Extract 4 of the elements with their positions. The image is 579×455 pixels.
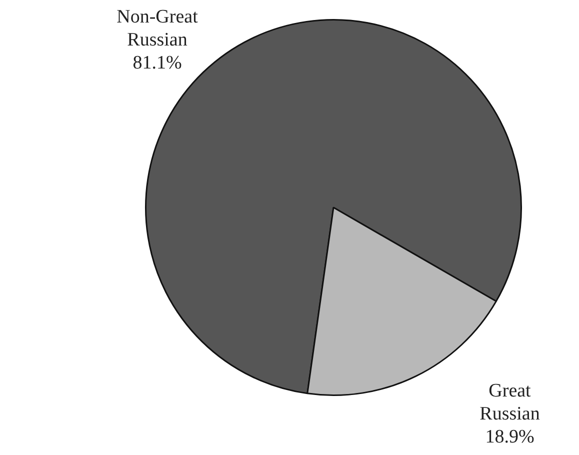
data-label: 81.1% [132,52,182,74]
slice-label: Non-Great Russian [116,6,199,50]
slice-label: Great Russian [480,380,540,424]
data-label: 18.9% [485,426,534,448]
